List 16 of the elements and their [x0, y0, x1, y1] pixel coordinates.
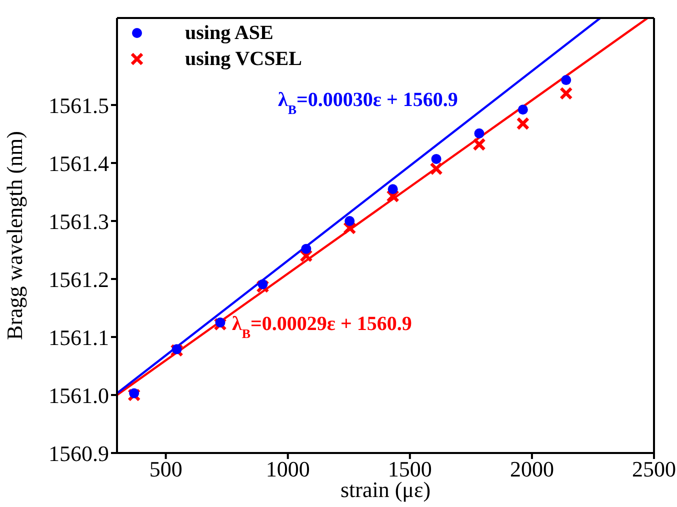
y-tick-label: 1560.9: [48, 440, 109, 466]
legend-label: using VCSEL: [185, 48, 302, 70]
y-tick-label: 1561.2: [48, 266, 109, 292]
y-tick-label: 1561.3: [48, 208, 109, 234]
annotation: λ$_{B}$=0.00030ε + 1560.9: [278, 89, 458, 116]
x-tick-label: 2500: [632, 456, 676, 482]
x-tick-label: 500: [149, 456, 182, 482]
y-tick-label: 1561.1: [48, 324, 109, 350]
x-tick-label: 2000: [510, 456, 554, 482]
legend-label: using ASE: [185, 22, 274, 44]
x-tick-label: 1000: [266, 456, 310, 482]
annotation: λ$_{B}$=0.00029ε + 1560.9: [232, 313, 412, 340]
y-tick-label: 1561.4: [48, 150, 109, 176]
y-tick-label: 1561.0: [48, 382, 109, 408]
y-tick-label: 1561.5: [48, 92, 109, 118]
y-axis-title: Bragg wavelength (nm): [2, 131, 27, 340]
